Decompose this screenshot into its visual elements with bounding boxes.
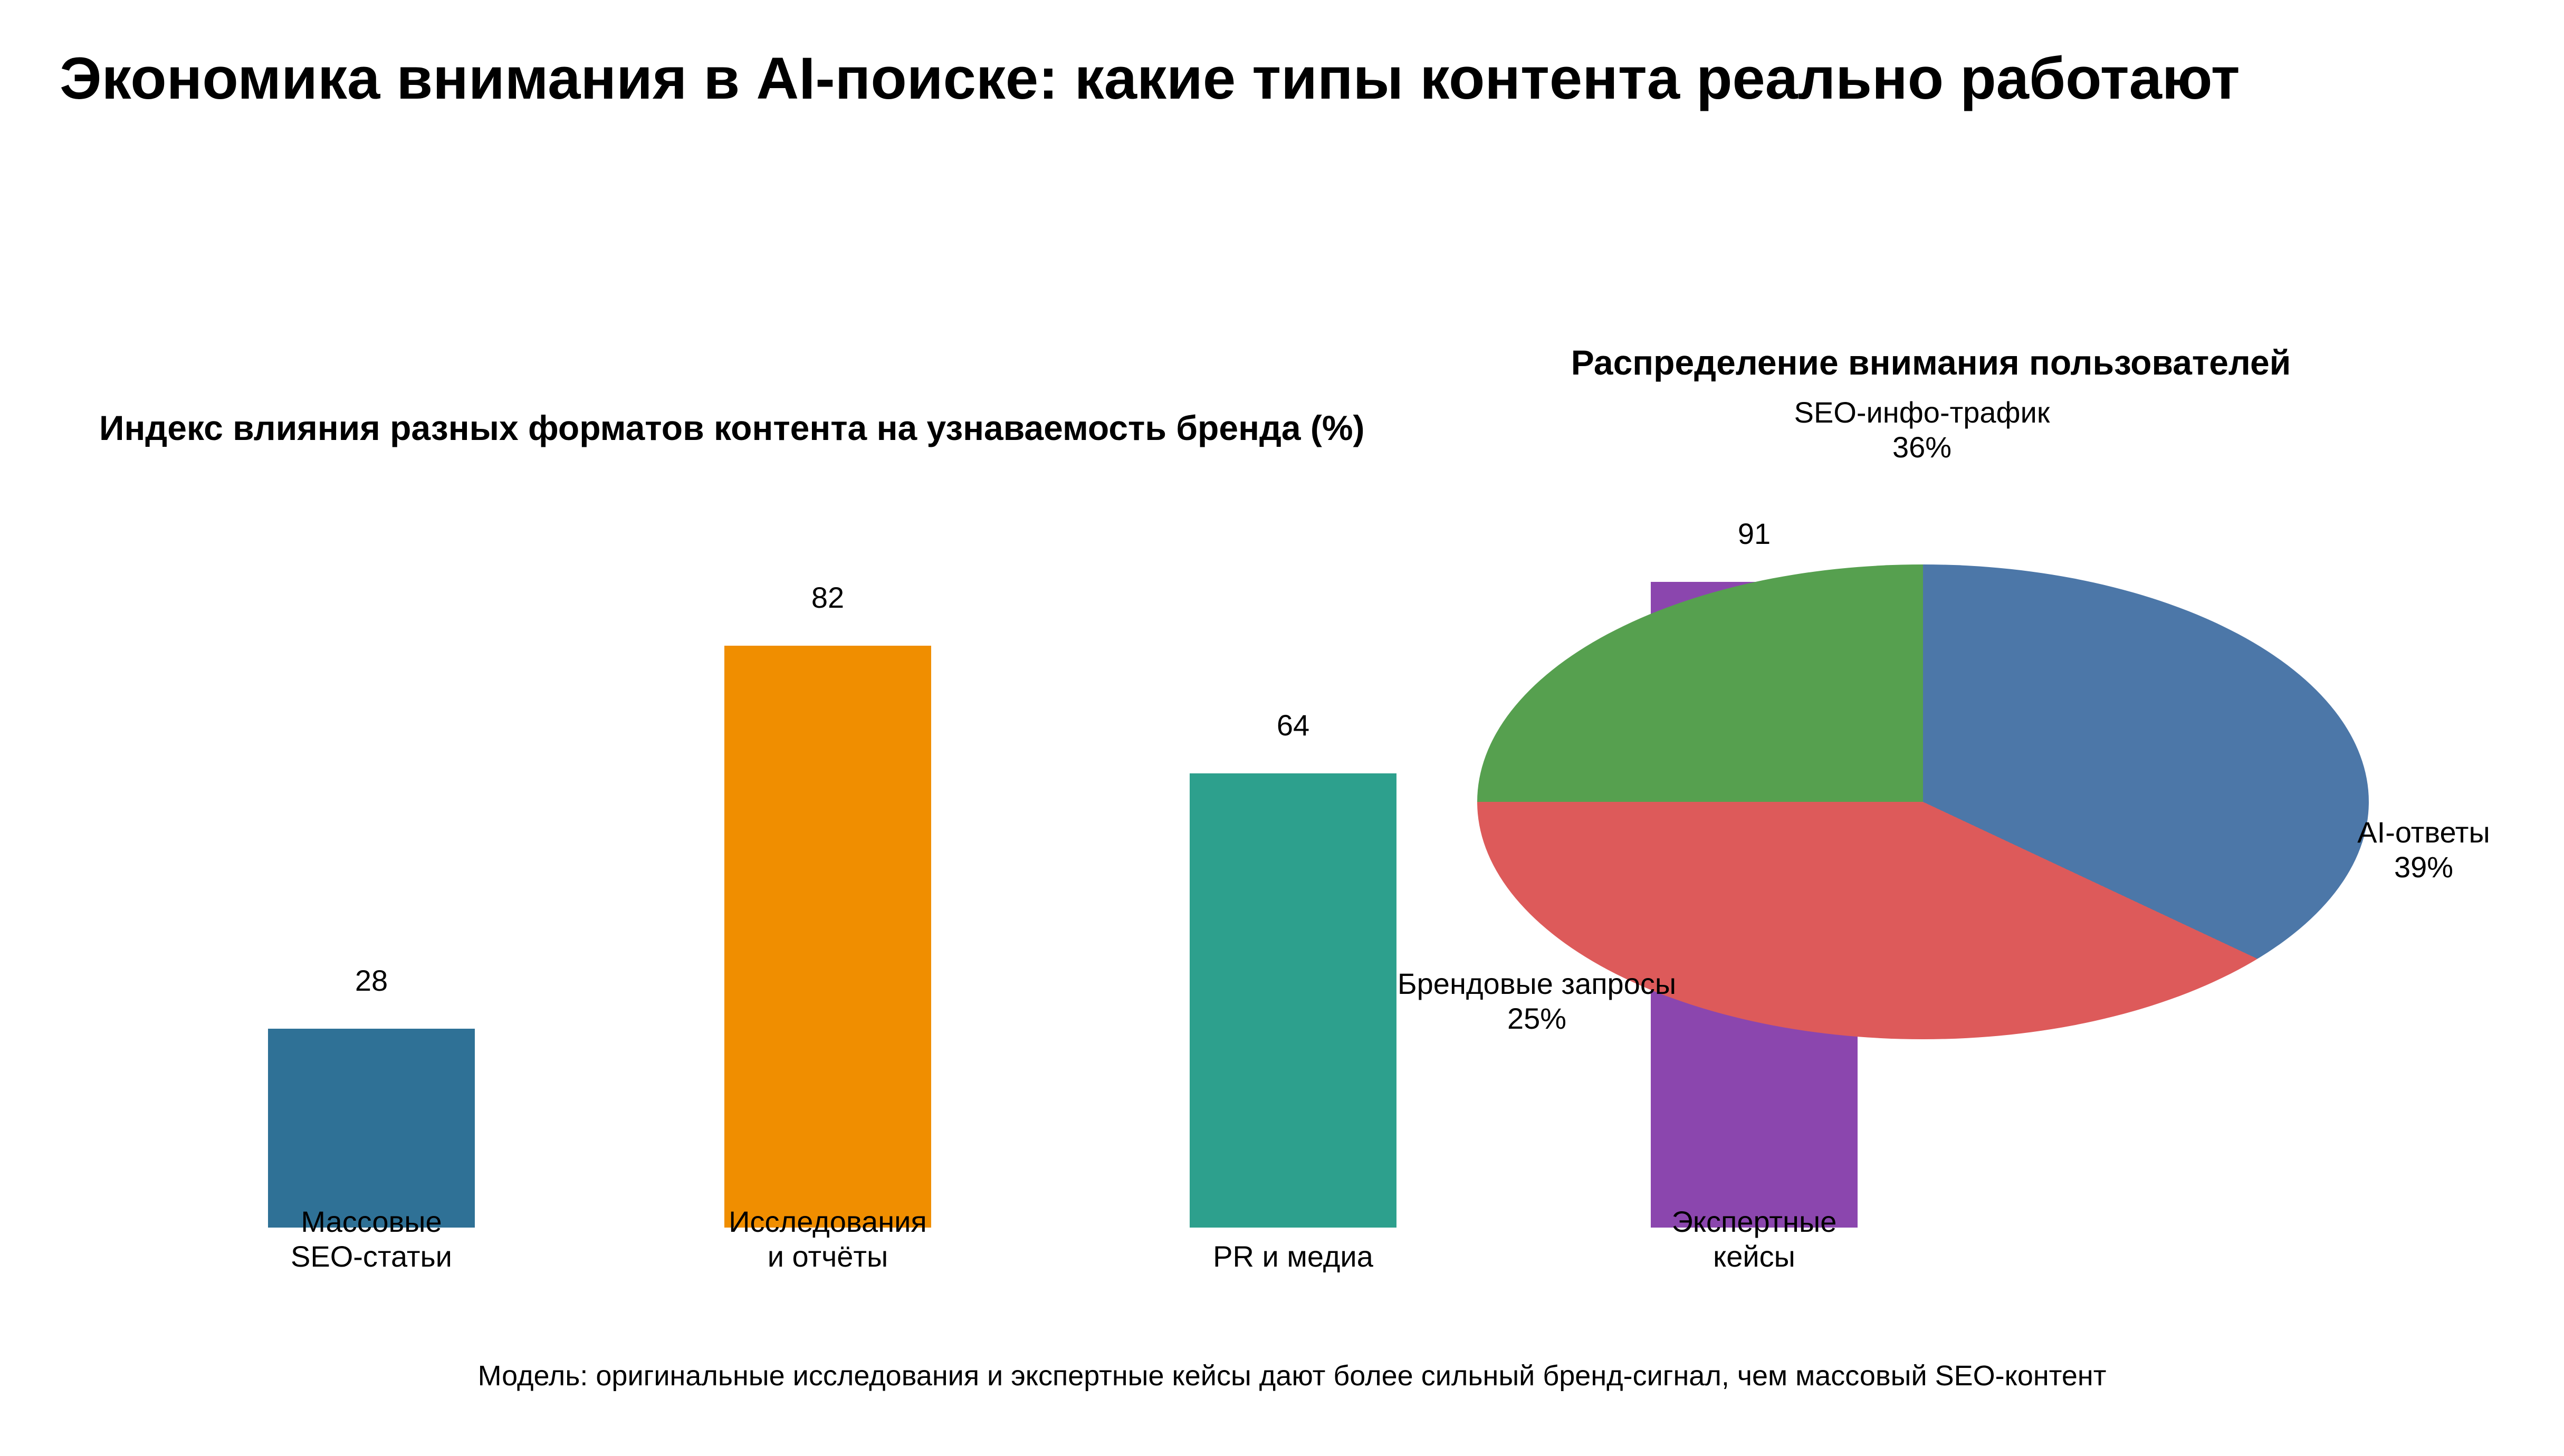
- bar-rect: [724, 646, 931, 1228]
- page-title: Экономика внимания в AI-поиске: какие ти…: [60, 45, 2240, 111]
- bar-category-label: Массовые SEO-статьи: [291, 1205, 452, 1273]
- bar-value-label: 28: [355, 964, 388, 997]
- bar-category-label: Экспертные кейсы: [1671, 1205, 1837, 1273]
- bar-chart-title: Индекс влияния разных форматов контента …: [99, 408, 1365, 447]
- pie-slice-label: AI-ответы 39%: [2357, 816, 2490, 884]
- bar-value-label: 82: [811, 581, 845, 614]
- pie-chart-title: Распределение внимания пользователей: [1571, 343, 2291, 382]
- footer-note: Модель: оригинальные исследования и эксп…: [477, 1360, 2107, 1392]
- bar-category-label: PR и медиа: [1213, 1240, 1373, 1273]
- pie-ellipse: [1477, 564, 2369, 1039]
- bar-category-label: Исследования и отчёты: [729, 1205, 927, 1273]
- bar-rect: [268, 1029, 475, 1228]
- bar-value-label: 91: [1737, 517, 1771, 550]
- pie-slice-label: SEO-инфо-трафик 36%: [1794, 396, 2050, 464]
- bar-rect: [1190, 773, 1396, 1228]
- bar-value-label: 64: [1276, 708, 1310, 742]
- pie-slice-label: Брендовые запросы 25%: [1397, 967, 1677, 1035]
